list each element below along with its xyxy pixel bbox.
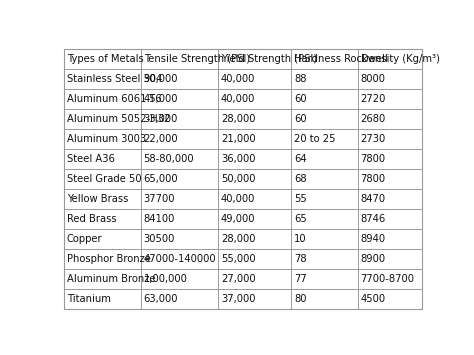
Text: 7800: 7800 — [361, 154, 386, 164]
Text: 60: 60 — [294, 114, 307, 124]
Text: 65: 65 — [294, 214, 307, 224]
Text: 8470: 8470 — [361, 194, 386, 204]
Text: 49,000: 49,000 — [221, 214, 255, 224]
Text: 40,000: 40,000 — [221, 194, 255, 204]
Text: 40,000: 40,000 — [221, 75, 255, 84]
Text: Tensile Strength (PSI): Tensile Strength (PSI) — [144, 54, 250, 64]
Text: 78: 78 — [294, 254, 307, 264]
Text: 7800: 7800 — [361, 174, 386, 184]
Text: 88: 88 — [294, 75, 307, 84]
Text: Phosphor Bronze: Phosphor Bronze — [66, 254, 150, 264]
Text: 36,000: 36,000 — [221, 154, 255, 164]
Text: 1,00,000: 1,00,000 — [144, 274, 188, 284]
Text: 68: 68 — [294, 174, 307, 184]
Text: 60: 60 — [294, 94, 307, 104]
Text: Steel Grade 50: Steel Grade 50 — [66, 174, 141, 184]
Text: 63,000: 63,000 — [144, 294, 178, 304]
Text: Aluminum 5052-H32: Aluminum 5052-H32 — [66, 114, 170, 124]
Text: Types of Metals: Types of Metals — [66, 54, 143, 64]
Text: 8940: 8940 — [361, 234, 386, 244]
Text: 7700-8700: 7700-8700 — [361, 274, 415, 284]
Text: 55: 55 — [294, 194, 307, 204]
Text: 77: 77 — [294, 274, 307, 284]
Text: 37700: 37700 — [144, 194, 175, 204]
Text: 45,000: 45,000 — [144, 94, 178, 104]
Text: 10: 10 — [294, 234, 307, 244]
Text: Steel A36: Steel A36 — [66, 154, 115, 164]
Text: 80: 80 — [294, 294, 307, 304]
Text: 2730: 2730 — [361, 134, 386, 144]
Text: 55,000: 55,000 — [221, 254, 255, 264]
Text: 65,000: 65,000 — [144, 174, 178, 184]
Text: 47000-140000: 47000-140000 — [144, 254, 216, 264]
Text: 28,000: 28,000 — [221, 234, 255, 244]
Text: 33,000: 33,000 — [144, 114, 178, 124]
Text: Yield Strength (PSI): Yield Strength (PSI) — [221, 54, 317, 64]
Text: 28,000: 28,000 — [221, 114, 255, 124]
Text: Hardness Rockwell: Hardness Rockwell — [294, 54, 388, 64]
Text: 58-80,000: 58-80,000 — [144, 154, 194, 164]
Text: Titanium: Titanium — [66, 294, 110, 304]
Text: Stainless Steel 304: Stainless Steel 304 — [66, 75, 162, 84]
Text: 20 to 25: 20 to 25 — [294, 134, 336, 144]
Text: 2680: 2680 — [361, 114, 386, 124]
Text: 21,000: 21,000 — [221, 134, 255, 144]
Text: 8746: 8746 — [361, 214, 386, 224]
Text: Aluminum 3003: Aluminum 3003 — [66, 134, 146, 144]
Text: 27,000: 27,000 — [221, 274, 255, 284]
Text: 8900: 8900 — [361, 254, 386, 264]
Text: Aluminum 6061-T6: Aluminum 6061-T6 — [66, 94, 161, 104]
Text: 4500: 4500 — [361, 294, 386, 304]
Text: 30500: 30500 — [144, 234, 175, 244]
Text: 40,000: 40,000 — [221, 94, 255, 104]
Text: 2720: 2720 — [361, 94, 386, 104]
Text: Copper: Copper — [66, 234, 102, 244]
Text: 90,000: 90,000 — [144, 75, 178, 84]
Text: 22,000: 22,000 — [144, 134, 178, 144]
Text: Aluminum Bronze: Aluminum Bronze — [66, 274, 155, 284]
Text: Density (Kg/m³): Density (Kg/m³) — [361, 54, 439, 64]
Text: 37,000: 37,000 — [221, 294, 255, 304]
Text: 8000: 8000 — [361, 75, 385, 84]
Text: Red Brass: Red Brass — [66, 214, 116, 224]
Text: 50,000: 50,000 — [221, 174, 255, 184]
Text: 64: 64 — [294, 154, 307, 164]
Text: 84100: 84100 — [144, 214, 175, 224]
Text: Yellow Brass: Yellow Brass — [66, 194, 128, 204]
